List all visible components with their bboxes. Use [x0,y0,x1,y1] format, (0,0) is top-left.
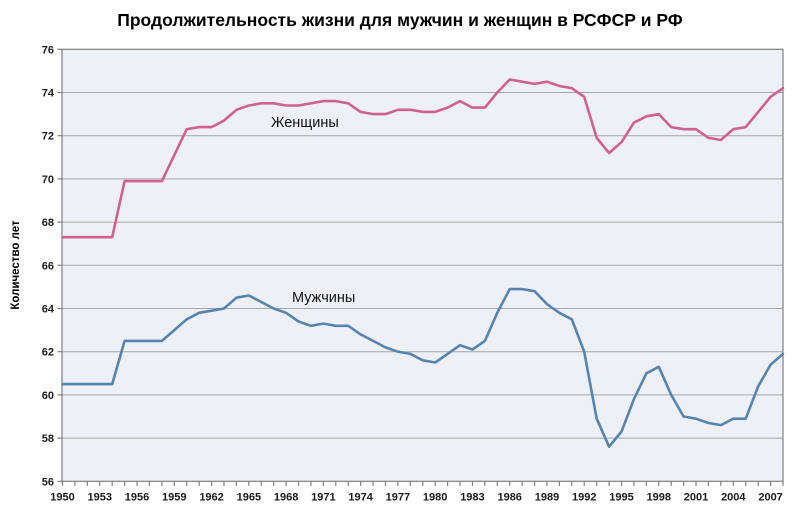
x-tick-label: 1962 [199,491,223,503]
y-axis-title: Количество лет [10,220,22,310]
x-tick-label: 2001 [684,491,708,503]
y-tick-label: 68 [42,217,54,229]
x-tick-label: 1950 [50,491,74,503]
y-tick-label: 72 [42,131,54,143]
chart-title: Продолжительность жизни для мужчин и жен… [117,10,683,30]
x-tick-label: 1965 [237,491,261,503]
y-tick-label: 66 [42,260,54,272]
x-tick-label: 1989 [535,491,559,503]
x-tick-label: 1980 [423,491,447,503]
x-tick-label: 1956 [125,491,149,503]
x-tick-label: 1995 [609,491,633,503]
x-tick-label: 1992 [572,491,596,503]
y-tick-label: 62 [42,347,54,359]
y-tick-label: 64 [42,304,55,316]
x-tick-label: 1998 [647,491,671,503]
series-label-women: Женщины [271,115,339,131]
men-line [61,287,785,449]
x-tick-label: 1968 [274,491,298,503]
y-tick-label: 70 [42,174,54,186]
x-tick-label: 1971 [311,491,335,503]
series-label-men: Мужчины [292,290,356,306]
x-tick-label: 1953 [88,491,112,503]
y-tick-label: 60 [42,390,54,402]
x-tick-label: 1959 [162,491,186,503]
y-tick-label: 58 [42,433,54,445]
y-tick-label: 76 [42,44,54,56]
x-tick-label: 2007 [758,491,782,503]
x-tick-label: 1983 [460,491,484,503]
y-tick-label: 74 [42,88,55,100]
x-tick-label: 2004 [721,491,746,503]
x-tick-label: 1974 [348,491,373,503]
y-tick-label: 56 [42,476,54,488]
women-line [61,78,785,239]
x-tick-label: 1977 [386,491,410,503]
x-tick-label: 1986 [497,491,521,503]
